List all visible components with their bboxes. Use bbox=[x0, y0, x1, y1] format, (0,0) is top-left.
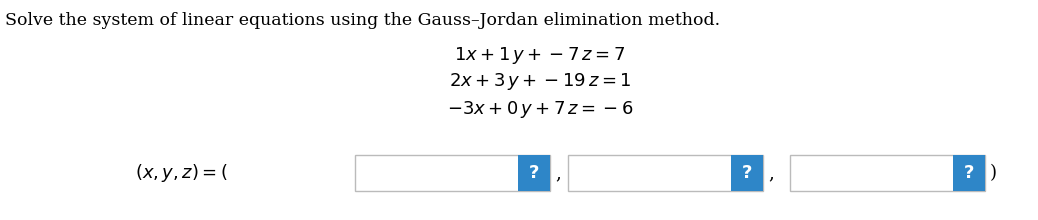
Bar bbox=[953, 155, 985, 191]
Bar bbox=[731, 155, 763, 191]
Text: $2x + 3\,y + -19\,z = 1$: $2x + 3\,y + -19\,z = 1$ bbox=[448, 72, 631, 92]
Text: $(x, y, z) = ($: $(x, y, z) = ($ bbox=[135, 162, 228, 184]
Bar bbox=[355, 155, 550, 191]
Text: ?: ? bbox=[528, 164, 539, 182]
Text: ?: ? bbox=[964, 164, 975, 182]
Text: ?: ? bbox=[742, 164, 753, 182]
Text: ): ) bbox=[990, 164, 998, 182]
Text: Solve the system of linear equations using the Gauss–Jordan elimination method.: Solve the system of linear equations usi… bbox=[5, 12, 720, 29]
Text: ,: , bbox=[555, 164, 561, 182]
Text: $-3x + 0\,y + 7\,z = -6$: $-3x + 0\,y + 7\,z = -6$ bbox=[446, 99, 633, 119]
Bar bbox=[518, 155, 550, 191]
Bar bbox=[790, 155, 985, 191]
Bar bbox=[568, 155, 763, 191]
Text: $1x + 1\,y + -7\,z = 7$: $1x + 1\,y + -7\,z = 7$ bbox=[455, 44, 626, 66]
Text: ,: , bbox=[768, 164, 773, 182]
